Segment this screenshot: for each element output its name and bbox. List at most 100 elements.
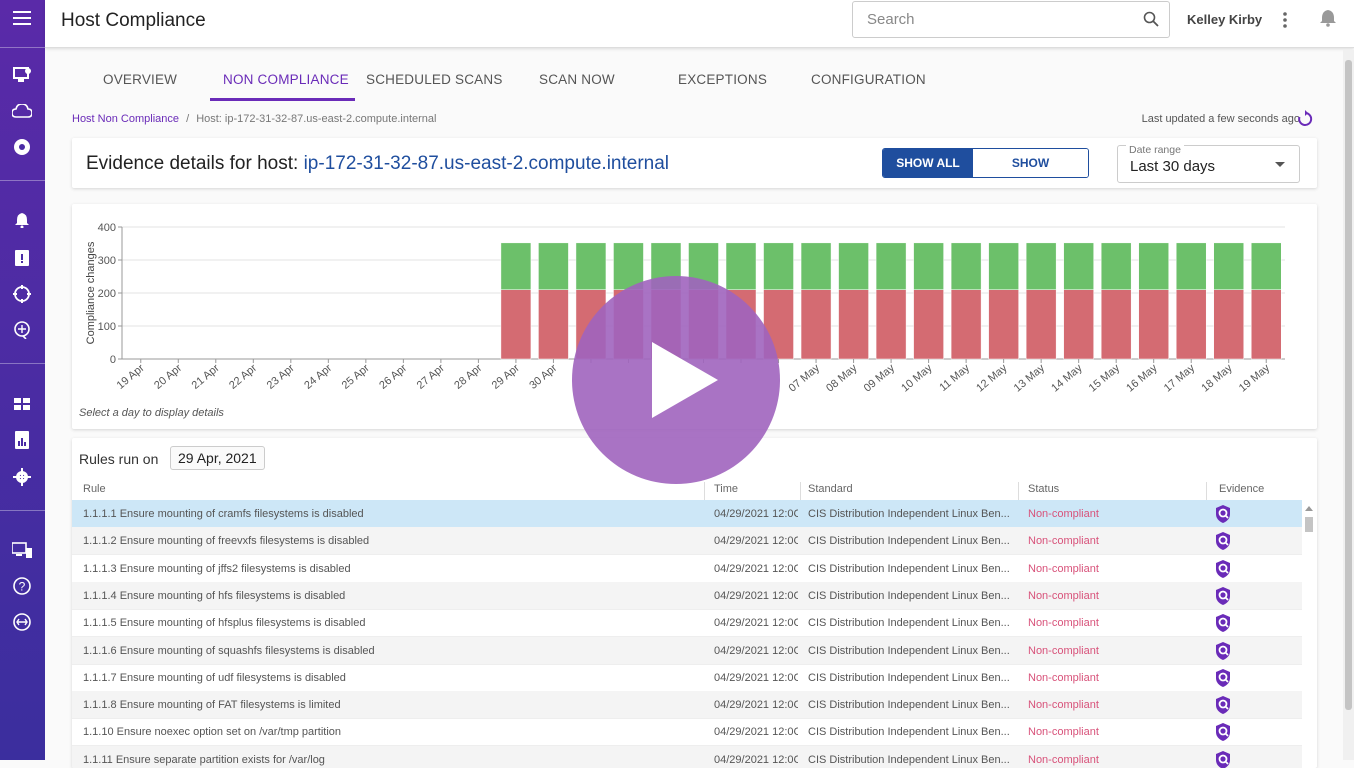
show-all-button[interactable]: SHOW ALL bbox=[883, 149, 973, 177]
table-row[interactable]: 1.1.1.4 Ensure mounting of hfs filesyste… bbox=[72, 581, 1302, 610]
search-input[interactable] bbox=[865, 10, 1129, 29]
notification-bell-icon[interactable] bbox=[1320, 9, 1336, 32]
rules-card: Rules run on 29 Apr, 2021 Rule Time Stan… bbox=[72, 438, 1317, 768]
kubernetes-icon[interactable] bbox=[8, 133, 36, 161]
tab-scheduled-scans[interactable]: SCHEDULED SCANS bbox=[366, 72, 503, 87]
x-tick-label: 14 May bbox=[1049, 362, 1085, 395]
table-row[interactable]: 1.1.1.7 Ensure mounting of udf filesyste… bbox=[72, 664, 1302, 692]
refresh-icon[interactable] bbox=[1297, 110, 1313, 133]
time-cell: 04/29/2021 12:0C bbox=[714, 562, 798, 575]
clipboard-alert-icon[interactable] bbox=[8, 243, 36, 271]
table-row[interactable]: 1.1.1.2 Ensure mounting of freevxfs file… bbox=[72, 527, 1302, 556]
date-range-label: Date range bbox=[1126, 144, 1184, 156]
status-cell: Non-compliant bbox=[1028, 699, 1099, 712]
status-cell: Non-compliant bbox=[1028, 644, 1099, 657]
standard-cell: CIS Distribution Independent Linux Ben..… bbox=[808, 617, 1010, 630]
evidence-shield-icon[interactable] bbox=[1214, 722, 1232, 745]
table-scrollbar[interactable] bbox=[1304, 502, 1314, 768]
x-tick-label: 20 Apr bbox=[152, 362, 184, 392]
noncompliant-bar bbox=[1025, 289, 1057, 360]
evidence-shield-icon[interactable] bbox=[1214, 559, 1232, 582]
rules-run-label: Rules run on bbox=[79, 451, 159, 467]
rules-date-chip[interactable]: 29 Apr, 2021 bbox=[170, 446, 265, 470]
tab-exceptions[interactable]: EXCEPTIONS bbox=[678, 72, 768, 87]
x-tick-label: 07 May bbox=[787, 362, 823, 395]
compliant-bar bbox=[1250, 242, 1282, 290]
standard-cell: CIS Distribution Independent Linux Ben..… bbox=[808, 535, 1010, 548]
page-scrollbar[interactable] bbox=[1343, 50, 1354, 760]
x-tick-label: 22 Apr bbox=[227, 362, 259, 392]
report-icon[interactable] bbox=[8, 426, 36, 454]
bell-icon[interactable] bbox=[8, 206, 36, 234]
x-tick-label: 24 Apr bbox=[302, 362, 334, 392]
breadcrumb-link[interactable]: Host Non Compliance bbox=[72, 113, 179, 125]
time-cell: 04/29/2021 12:0C bbox=[714, 671, 798, 684]
x-tick-label: 10 May bbox=[899, 362, 935, 395]
last-updated-text: Last updated a few seconds ago bbox=[1141, 113, 1300, 125]
show-changes-button[interactable]: SHOW CHANGES bbox=[973, 149, 1088, 177]
time-cell: 04/29/2021 12:0C bbox=[714, 508, 798, 520]
column-header-standard[interactable]: Standard bbox=[808, 483, 853, 495]
tab-overview[interactable]: OVERVIEW bbox=[103, 72, 178, 87]
standard-cell: CIS Distribution Independent Linux Ben..… bbox=[808, 699, 1010, 712]
evidence-shield-icon[interactable] bbox=[1214, 586, 1232, 609]
table-row[interactable]: 1.1.10 Ensure noexec option set on /var/… bbox=[72, 718, 1302, 747]
compliant-bar bbox=[1100, 242, 1132, 290]
search-icon[interactable] bbox=[1143, 11, 1159, 32]
sidebar: ? bbox=[0, 0, 45, 760]
column-divider bbox=[1206, 482, 1207, 502]
evidence-shield-icon[interactable] bbox=[1214, 750, 1232, 768]
evidence-shield-icon[interactable] bbox=[1214, 668, 1232, 691]
column-header-status[interactable]: Status bbox=[1028, 483, 1060, 495]
evidence-shield-icon[interactable] bbox=[1214, 695, 1232, 718]
dashboard-icon[interactable] bbox=[8, 390, 36, 418]
tab-configuration[interactable]: CONFIGURATION bbox=[811, 72, 926, 87]
tab-non-compliance[interactable]: NON COMPLIANCE bbox=[223, 72, 349, 87]
evidence-shield-icon[interactable] bbox=[1214, 641, 1232, 664]
tab-scan-now[interactable]: SCAN NOW bbox=[539, 72, 615, 87]
table-row[interactable]: 1.1.1.8 Ensure mounting of FAT filesyste… bbox=[72, 691, 1302, 720]
rule-cell: 1.1.1.2 Ensure mounting of freevxfs file… bbox=[83, 535, 370, 548]
date-range-select[interactable]: Date range Last 30 days bbox=[1117, 144, 1300, 183]
monitor-shield-icon[interactable] bbox=[8, 61, 36, 89]
evidence-shield-icon[interactable] bbox=[1214, 504, 1232, 527]
rule-cell: 1.1.1.1 Ensure mounting of cramfs filesy… bbox=[83, 508, 364, 520]
y-tick-label: 400 bbox=[98, 222, 116, 234]
rule-cell: 1.1.1.3 Ensure mounting of jffs2 filesys… bbox=[83, 562, 351, 575]
chevron-down-icon bbox=[1275, 162, 1285, 167]
compliant-bar bbox=[800, 242, 832, 290]
user-name[interactable]: Kelley Kirby bbox=[1187, 12, 1263, 27]
sidebar-divider bbox=[0, 363, 45, 364]
help-icon[interactable]: ? bbox=[8, 572, 36, 600]
table-row[interactable]: 1.1.1.5 Ensure mounting of hfsplus files… bbox=[72, 609, 1302, 638]
table-row[interactable]: 1.1.11 Ensure separate partition exists … bbox=[72, 745, 1302, 768]
sidebar-divider bbox=[0, 510, 45, 511]
x-tick-label: 16 May bbox=[1124, 362, 1160, 395]
api-icon[interactable] bbox=[8, 608, 36, 636]
noncompliant-bar bbox=[1250, 289, 1282, 360]
column-header-time[interactable]: Time bbox=[714, 483, 739, 495]
compliant-bar bbox=[763, 242, 794, 290]
search-box[interactable] bbox=[852, 1, 1170, 38]
evidence-shield-icon[interactable] bbox=[1214, 613, 1232, 636]
breadcrumb-current: Host: ip-172-31-32-87.us-east-2.compute.… bbox=[196, 113, 437, 125]
gear-icon[interactable] bbox=[8, 463, 36, 491]
menu-icon[interactable] bbox=[8, 4, 36, 32]
cloud-icon[interactable] bbox=[8, 97, 36, 125]
devices-icon[interactable] bbox=[8, 536, 36, 564]
standard-cell: CIS Distribution Independent Linux Ben..… bbox=[808, 671, 1010, 684]
table-row[interactable]: 1.1.1.3 Ensure mounting of jffs2 filesys… bbox=[72, 555, 1302, 583]
more-options-icon[interactable] bbox=[1278, 10, 1292, 30]
x-tick-label: 23 Apr bbox=[265, 362, 297, 392]
table-row[interactable]: 1.1.1.1 Ensure mounting of cramfs filesy… bbox=[72, 500, 1302, 528]
brain-icon[interactable] bbox=[8, 316, 36, 344]
column-header-evidence[interactable]: Evidence bbox=[1219, 483, 1265, 495]
column-header-rule[interactable]: Rule bbox=[83, 483, 106, 495]
video-play-button[interactable] bbox=[572, 276, 780, 484]
evidence-shield-icon[interactable] bbox=[1214, 531, 1232, 554]
crosshair-icon[interactable] bbox=[8, 280, 36, 308]
page-scrollbar-thumb[interactable] bbox=[1345, 60, 1352, 710]
x-tick-label: 27 Apr bbox=[415, 362, 447, 392]
table-row[interactable]: 1.1.1.6 Ensure mounting of squashfs file… bbox=[72, 636, 1302, 665]
noncompliant-bar bbox=[913, 289, 944, 360]
